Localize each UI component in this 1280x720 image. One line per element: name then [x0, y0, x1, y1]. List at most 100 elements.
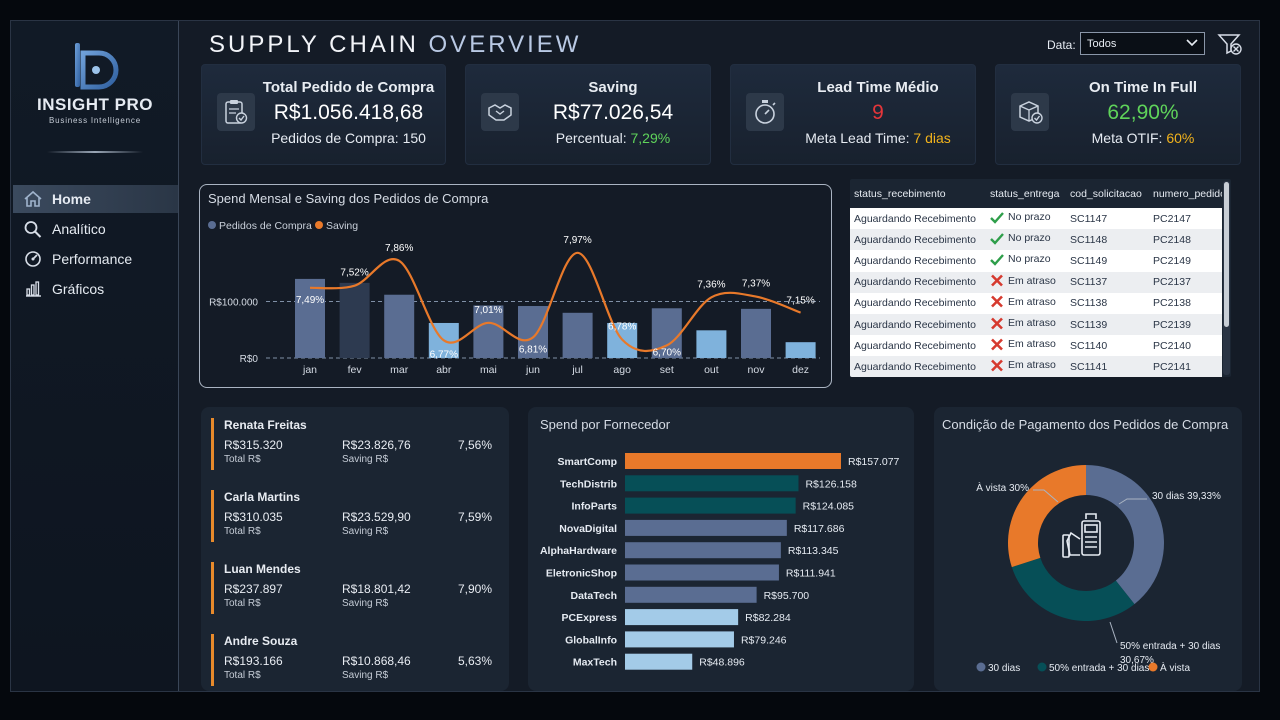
cell-cod-solicitacao: SC1139 [1066, 313, 1149, 336]
table-column-header[interactable]: status_recebimento [854, 187, 946, 200]
supplier-bar[interactable] [625, 475, 799, 492]
nav-item-analitico[interactable]: Analítico [13, 215, 178, 243]
cell-cod-solicitacao: SC1148 [1066, 229, 1149, 251]
cell-numero-pedido: PC2137 [1149, 271, 1222, 293]
supplier-bar[interactable] [625, 564, 779, 581]
donut-slice[interactable] [1008, 465, 1086, 568]
supplier-bar[interactable] [625, 609, 739, 626]
x-tick-label: jun [525, 364, 540, 376]
spend-bar[interactable] [473, 305, 504, 358]
table-row[interactable]: Aguardando Recebimento No prazo SC1147 PC21… [850, 208, 1222, 230]
buyer-saving-percent: 7,59% [458, 510, 493, 524]
spend-bar[interactable] [562, 312, 593, 358]
nav-item-graficos[interactable]: Gráficos [13, 275, 178, 303]
spend-bar[interactable] [295, 278, 325, 358]
saving-data-label: 6,77% [430, 349, 458, 360]
supplier-bar[interactable] [625, 453, 841, 469]
nav-item-label: Performance [52, 251, 133, 267]
supplier-bar[interactable] [625, 542, 781, 559]
buyer-name: Andre Souza [224, 634, 298, 648]
brand-divider [47, 151, 143, 153]
table-row[interactable]: Aguardando Recebimento Em atraso SC1141 PC2… [850, 356, 1222, 377]
legend-swatch [1148, 662, 1158, 672]
legend-swatch [315, 221, 323, 229]
logo-icon [75, 43, 119, 90]
x-tick-label: nov [748, 364, 766, 376]
table-scroll-thumb[interactable] [1224, 182, 1229, 327]
saving-data-label: 6,81% [519, 344, 547, 355]
cell-numero-pedido: PC2141 [1149, 356, 1222, 377]
buyer-saving-percent: 7,90% [458, 582, 493, 596]
donut-slice[interactable] [1086, 465, 1164, 605]
table-column-header[interactable]: cod_solicitacao [1070, 187, 1142, 200]
cell-numero-pedido: PC2140 [1149, 335, 1222, 357]
page-title-secondary: OVERVIEW [428, 31, 582, 58]
cell-cod-solicitacao: SC1137 [1066, 271, 1149, 293]
payment-condition-chart: 30 dias 39,33%50% entrada + 30 dias30,67… [976, 465, 1221, 674]
supplier-bar[interactable] [625, 497, 796, 514]
spend-bar[interactable] [741, 308, 771, 358]
cell-status-recebimento: Aguardando Recebimento [850, 229, 986, 251]
buyer-accent-bar [211, 634, 214, 686]
cell-status-entrega: Em atraso [986, 292, 1066, 314]
nav-item-home[interactable]: Home [13, 185, 178, 213]
supplier-bar[interactable] [625, 653, 693, 670]
spend-bar[interactable] [339, 282, 370, 358]
monthly-spend-chart: Pedidos de Compra Saving R$100.000 R$0 jan fe… [208, 220, 820, 376]
supplier-bar[interactable] [625, 631, 734, 648]
spend-bar[interactable] [384, 294, 415, 358]
table-row[interactable]: Aguardando Recebimento No prazo SC1149 PC21… [850, 250, 1222, 272]
leader-line [1109, 621, 1118, 644]
table-row[interactable]: Aguardando Recebimento Em atraso SC1137 PC2… [850, 271, 1222, 293]
table-column-header[interactable]: numero_pedido [1153, 187, 1222, 200]
page-title-primary: SUPPLY CHAIN [209, 31, 419, 58]
cell-numero-pedido: PC2139 [1149, 313, 1222, 336]
nav-item-performance[interactable]: Performance [13, 245, 178, 273]
cell-cod-solicitacao: SC1147 [1066, 208, 1149, 230]
clear-filter-icon[interactable] [1217, 32, 1243, 56]
x-tick-label: ago [613, 364, 631, 376]
x-tick-label: mar [390, 364, 409, 376]
buyer-saving-label: Saving R$ [342, 598, 389, 609]
spend-bar[interactable] [518, 306, 548, 358]
cell-status-recebimento: Aguardando Recebimento [850, 271, 986, 293]
donut-slice[interactable] [1011, 557, 1135, 621]
cell-numero-pedido: PC2138 [1149, 292, 1222, 314]
spend-bar[interactable] [785, 342, 816, 358]
supplier-bar[interactable] [625, 586, 757, 603]
table-row[interactable]: Aguardando Recebimento Em atraso SC1140 PC2… [850, 335, 1222, 357]
buyer-saving-percent: 5,63% [458, 654, 493, 668]
buyer-saving-label: Saving R$ [342, 454, 389, 465]
search-icon [24, 221, 42, 238]
table-column-header[interactable]: status_entrega [990, 187, 1060, 200]
buyer-name: Luan Mendes [224, 562, 301, 576]
x-tick-label: mai [480, 364, 497, 376]
buyer-total-label: Total R$ [224, 526, 261, 537]
payment-condition-chart-panel: Condição de Pagamento dos Pedidos de Com… [934, 407, 1242, 691]
buyer-saving-value: R$23.826,76 [342, 438, 411, 452]
status-entrega-label: Em atraso [1008, 359, 1056, 372]
donut-data-label: 30,67% [1120, 655, 1154, 666]
date-filter-select[interactable]: Todos [1080, 32, 1205, 55]
chevron-down-icon [1186, 39, 1198, 47]
status-entrega-label: Em atraso [1008, 274, 1056, 287]
donut-data-label: À vista 30% [976, 481, 1029, 494]
kpi-sub-label: Meta OTIF: [1091, 130, 1167, 146]
cell-numero-pedido: PC2147 [1149, 208, 1222, 230]
table-row[interactable]: Aguardando Recebimento Em atraso SC1139 PC2… [850, 313, 1222, 336]
legend-swatch [208, 221, 216, 229]
table-row[interactable]: Aguardando Recebimento Em atraso SC1138 PC2… [850, 292, 1222, 314]
saving-line [309, 251, 801, 353]
orders-table[interactable]: status_recebimento status_entrega cod_soli… [850, 179, 1231, 377]
kpi-title: Saving [588, 79, 638, 96]
buyer-name: Carla Martins [224, 490, 301, 504]
kpi-sub-label: Meta Lead Time: [805, 130, 914, 146]
buyer-accent-bar [211, 490, 214, 542]
buyer-total-label: Total R$ [224, 454, 261, 465]
buyer-name: Renata Freitas [224, 418, 307, 432]
cell-status-entrega: Em atraso [986, 335, 1066, 357]
supplier-bar[interactable] [625, 519, 787, 536]
table-row[interactable]: Aguardando Recebimento No prazo SC1148 PC21… [850, 229, 1222, 251]
spend-bar[interactable] [696, 330, 727, 358]
saving-data-label: 7,37% [742, 279, 770, 290]
